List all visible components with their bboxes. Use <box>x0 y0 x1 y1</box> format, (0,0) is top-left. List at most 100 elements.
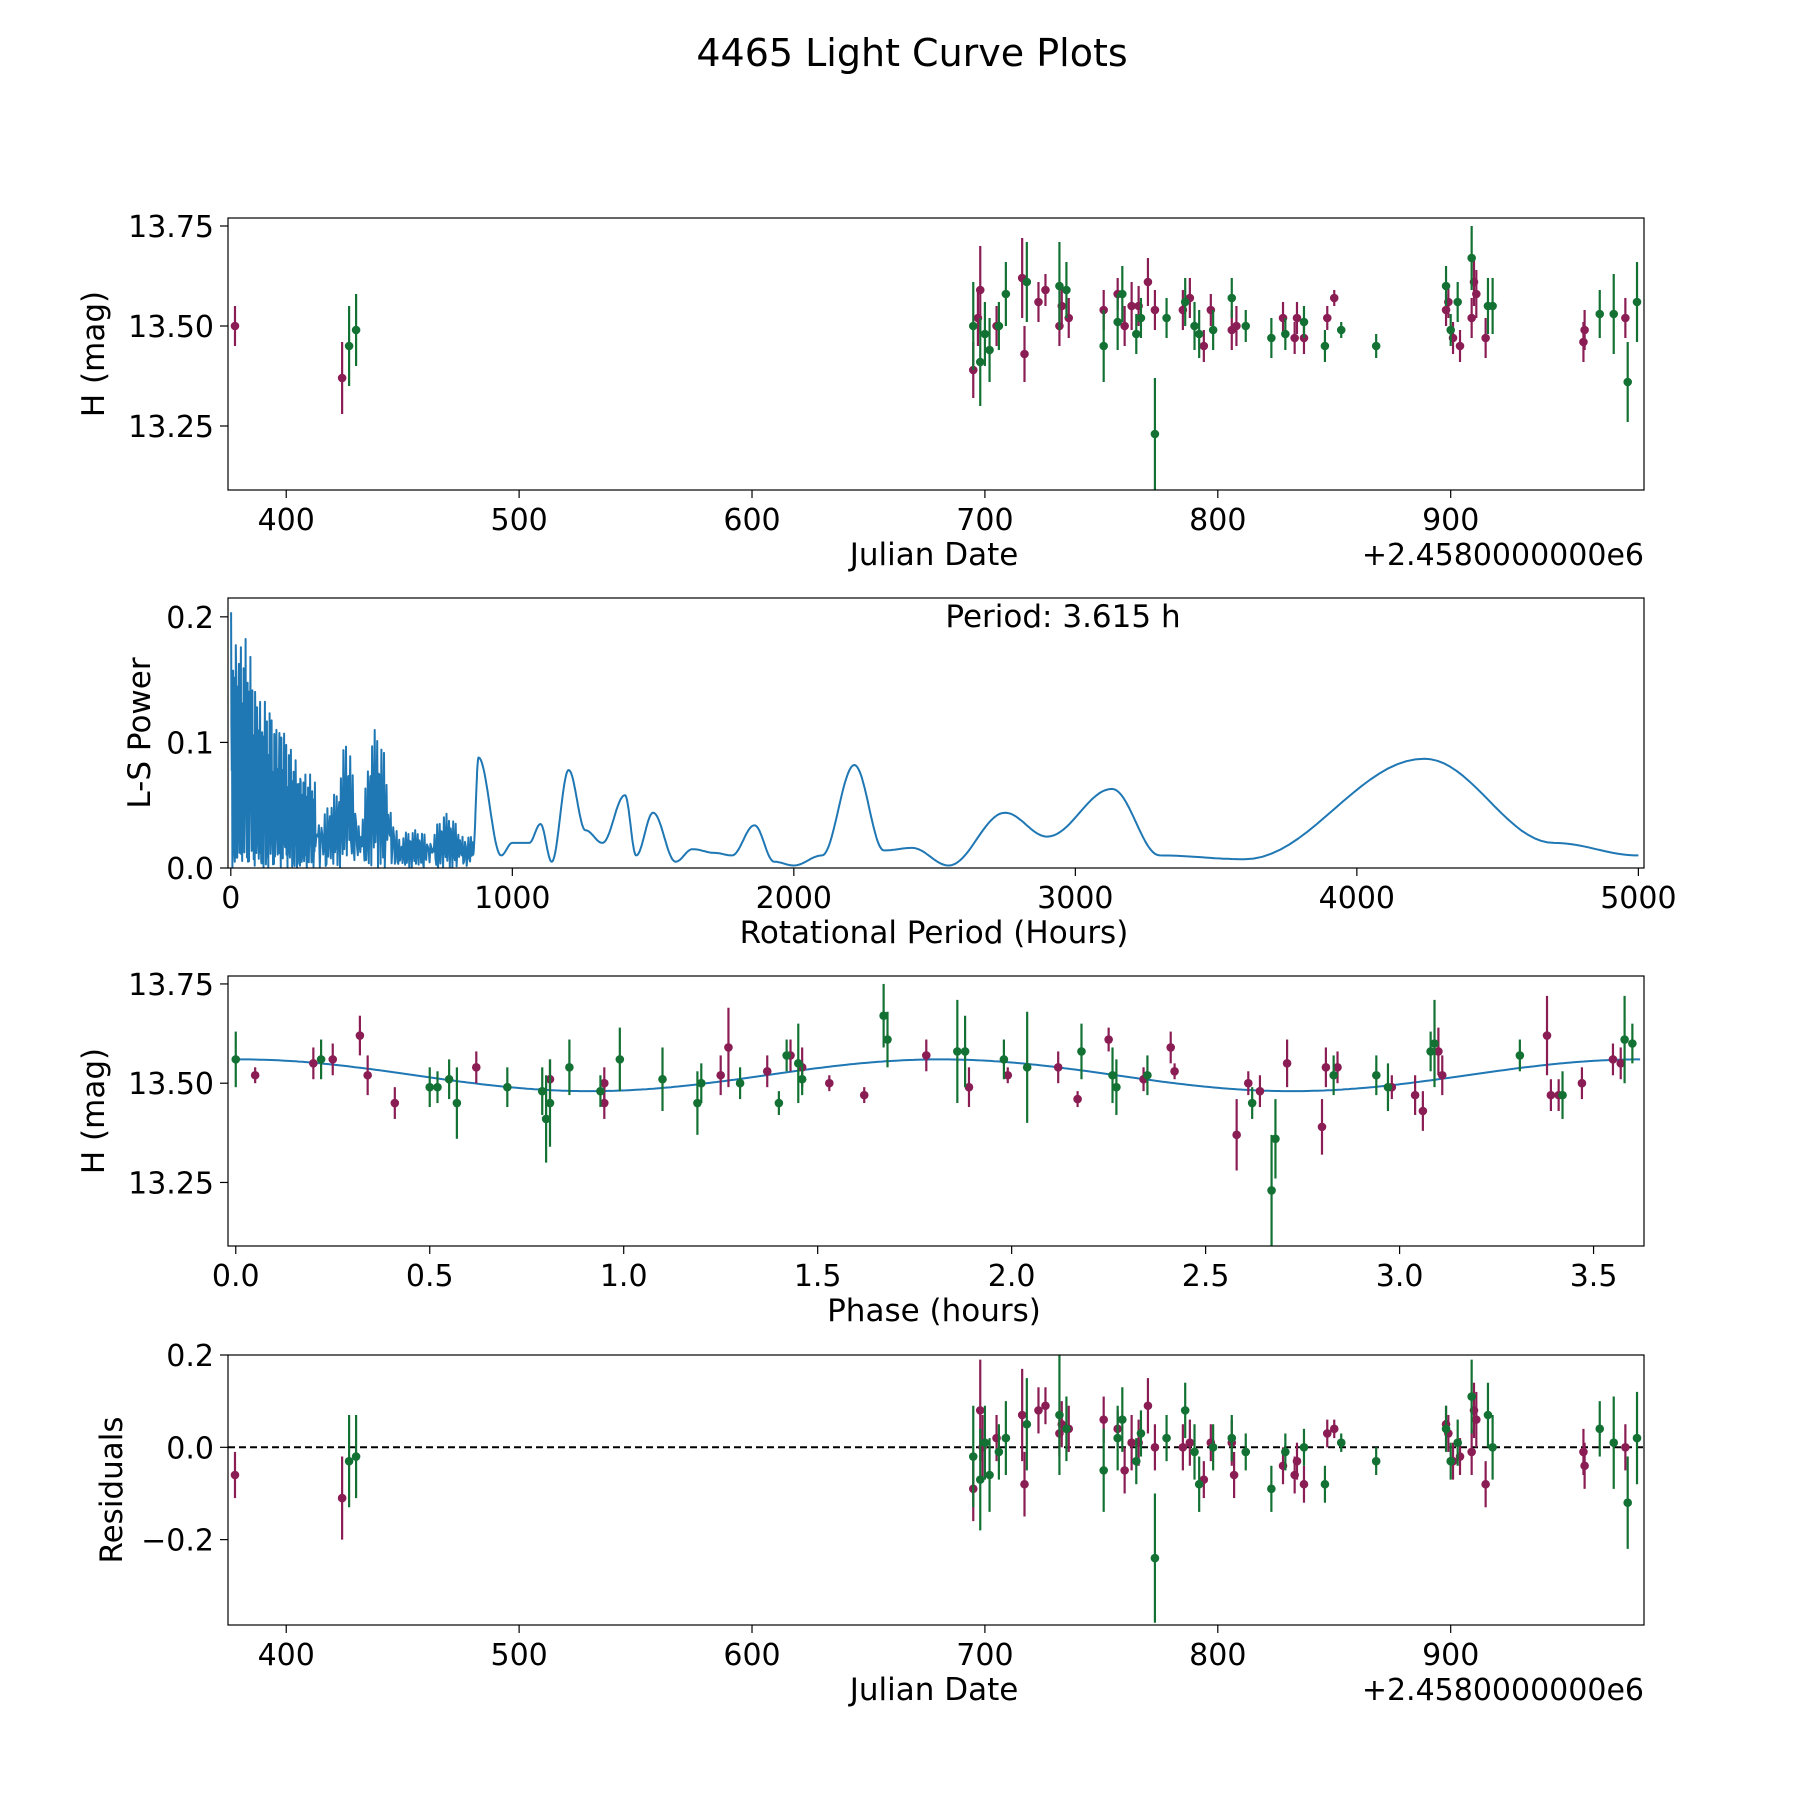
data-point <box>975 1475 985 1484</box>
y-axis-label: Residuals <box>94 1416 130 1563</box>
data-point <box>1150 1443 1160 1452</box>
plot-frame <box>227 1354 1645 1626</box>
data-point <box>1446 325 1455 335</box>
data-point <box>1077 1047 1086 1056</box>
data-point <box>1108 1070 1117 1080</box>
x-tick-label: 800 <box>1189 503 1246 538</box>
y-tick-label: 0.2 <box>166 601 214 636</box>
data-point <box>1227 1433 1237 1443</box>
data-point <box>1628 1039 1637 1048</box>
data-point <box>600 1098 609 1108</box>
data-point <box>1022 1419 1032 1429</box>
data-point <box>1034 1406 1043 1415</box>
data-point <box>230 1470 240 1480</box>
plot-frame <box>227 217 1645 491</box>
data-point <box>1136 313 1146 323</box>
data-point <box>1329 293 1339 303</box>
x-tick-label: 2.5 <box>1182 1259 1230 1294</box>
data-point <box>696 1078 706 1088</box>
data-point <box>1017 1410 1027 1420</box>
data-point <box>1282 1059 1292 1068</box>
y-tick-label: 0.2 <box>166 1339 214 1374</box>
data-point <box>1001 1433 1011 1443</box>
residuals-series-2 <box>344 1355 1642 1623</box>
data-point <box>1194 1479 1204 1489</box>
data-point <box>1131 329 1141 339</box>
data-point <box>1267 333 1276 343</box>
data-point <box>883 1035 892 1044</box>
data-point <box>1053 1063 1063 1072</box>
data-point <box>231 1055 241 1064</box>
data-point <box>1162 1433 1171 1443</box>
plot-frame <box>227 597 1645 869</box>
data-point <box>1472 289 1481 299</box>
data-point <box>316 1055 326 1064</box>
data-point <box>1329 1070 1338 1080</box>
x-tick-label: 400 <box>258 503 315 538</box>
data-point <box>1292 313 1302 323</box>
data-point <box>1481 1479 1490 1489</box>
data-point <box>1320 341 1330 351</box>
data-point <box>724 1043 733 1052</box>
data-point <box>797 1074 807 1084</box>
data-point <box>1194 329 1204 339</box>
data-point <box>351 1452 361 1461</box>
data-point <box>1162 313 1171 323</box>
data-point <box>1546 1090 1556 1100</box>
data-point <box>1136 1429 1146 1438</box>
data-point <box>1166 1043 1176 1052</box>
data-point <box>337 1493 347 1503</box>
x-tick-label: 1.0 <box>600 1259 648 1294</box>
data-point <box>1488 301 1497 311</box>
panel-periodogram: 0 1000 2000 3000 4000 5000 0.0 0.1 0.2 Rotational… <box>122 597 1677 951</box>
data-point <box>1020 349 1029 359</box>
data-point <box>230 321 240 331</box>
x-tick-label: 2000 <box>756 881 832 916</box>
data-point <box>1434 1047 1443 1056</box>
data-point <box>964 1082 974 1092</box>
data-point <box>1255 1086 1265 1096</box>
data-point <box>1143 277 1153 287</box>
x-tick-label: 3.0 <box>1376 1259 1424 1294</box>
data-point <box>1180 297 1190 307</box>
data-point <box>1199 341 1209 351</box>
data-point <box>1472 1415 1481 1424</box>
data-point <box>344 341 354 351</box>
y-axis-label: L-S Power <box>122 657 158 808</box>
data-point <box>968 321 978 331</box>
data-point <box>1022 277 1032 287</box>
data-point <box>1620 1035 1629 1044</box>
data-point <box>1595 309 1605 319</box>
y-tick-label: 13.25 <box>128 410 214 445</box>
data-point <box>999 1055 1009 1064</box>
data-point <box>1299 1479 1309 1489</box>
data-point <box>975 285 985 295</box>
data-point <box>1020 1479 1029 1489</box>
data-point <box>1322 313 1332 323</box>
x-tick-label: 4000 <box>1319 881 1395 916</box>
data-point <box>1410 1090 1420 1100</box>
data-point <box>1143 1401 1153 1411</box>
data-point <box>1558 1090 1567 1100</box>
data-point <box>1609 1438 1619 1447</box>
figure-title: 4465 Light Curve Plots <box>696 31 1127 75</box>
data-point <box>1227 293 1237 303</box>
data-point <box>1022 1063 1032 1072</box>
x-tick-label: 0.5 <box>406 1259 454 1294</box>
data-point <box>735 1078 745 1088</box>
x-tick-label: 1.5 <box>794 1259 842 1294</box>
data-point <box>351 325 361 335</box>
x-axis-label: Phase (hours) <box>827 1293 1041 1329</box>
data-point <box>452 1098 462 1108</box>
data-point <box>309 1059 318 1068</box>
data-point <box>1267 1484 1276 1494</box>
data-point <box>975 1406 985 1415</box>
data-point <box>1190 321 1199 331</box>
data-point <box>774 1098 784 1108</box>
data-point <box>1333 1063 1342 1072</box>
data-point <box>975 357 985 367</box>
data-point <box>1441 1424 1451 1434</box>
data-point <box>1104 1035 1113 1044</box>
data-point <box>980 329 990 339</box>
phased-marks <box>231 983 1641 1246</box>
